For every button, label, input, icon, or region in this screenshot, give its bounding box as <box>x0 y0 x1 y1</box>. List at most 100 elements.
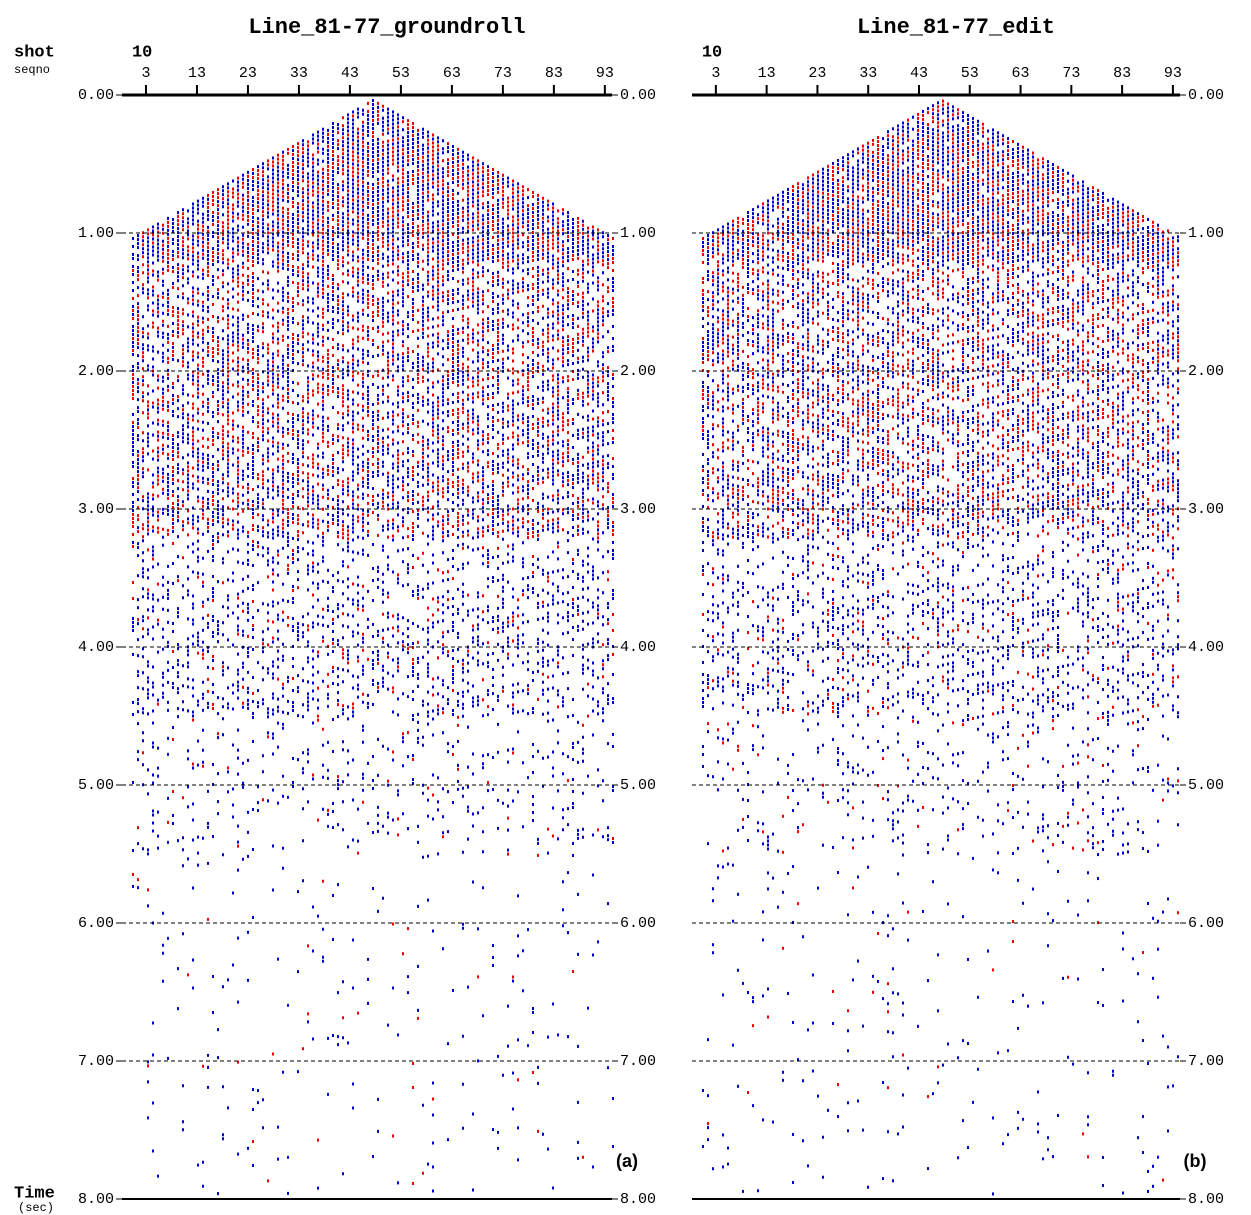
trace-sample <box>177 967 179 970</box>
trace-sample <box>372 623 374 626</box>
trace-sample <box>412 450 414 453</box>
trace-sample <box>387 368 389 371</box>
trace-sample <box>282 471 284 474</box>
trace-sample <box>282 1071 284 1074</box>
trace-sample <box>397 201 399 204</box>
trace-sample <box>347 273 349 276</box>
trace-sample <box>297 174 299 177</box>
trace-sample <box>172 306 174 309</box>
trace-sample <box>177 511 179 514</box>
trace-sample <box>392 255 394 258</box>
trace-sample <box>377 118 379 121</box>
trace-sample <box>412 226 414 229</box>
trace-sample <box>192 619 194 622</box>
trace-sample <box>357 240 359 243</box>
trace-sample <box>297 178 299 181</box>
trace-sample <box>362 597 364 600</box>
trace-sample <box>207 294 209 297</box>
trace-sample <box>157 447 159 450</box>
trace-sample <box>157 767 159 770</box>
trace-sample <box>362 377 364 380</box>
trace-sample <box>302 423 304 426</box>
trace-sample <box>327 393 329 396</box>
trace-sample <box>337 183 339 186</box>
trace-sample <box>257 381 259 384</box>
trace-sample <box>177 1007 179 1010</box>
trace-sample <box>327 161 329 164</box>
trace-sample <box>352 295 354 298</box>
trace-sample <box>402 292 404 295</box>
trace-sample <box>147 588 149 591</box>
trace-sample <box>392 295 394 298</box>
trace-sample <box>172 514 174 517</box>
trace-sample <box>367 234 369 237</box>
trace-sample <box>402 560 404 563</box>
trace-sample <box>402 536 404 539</box>
trace-sample <box>327 149 329 152</box>
trace-sample <box>337 451 339 454</box>
trace-sample <box>187 521 189 524</box>
trace-sample <box>202 229 204 232</box>
trace-sample <box>317 359 319 362</box>
trace-sample <box>317 259 319 262</box>
trace-sample <box>217 376 219 379</box>
trace-sample <box>172 666 174 669</box>
trace-sample <box>277 250 279 253</box>
trace-sample <box>257 193 259 196</box>
trace-sample <box>242 434 244 437</box>
trace-sample <box>177 691 179 694</box>
trace-sample <box>312 194 314 197</box>
trace-sample <box>312 366 314 369</box>
trace-sample <box>192 211 194 214</box>
trace-sample <box>227 474 229 477</box>
trace-sample <box>137 530 139 533</box>
trace-sample <box>287 344 289 347</box>
trace-sample <box>187 509 189 512</box>
trace-sample <box>392 359 394 362</box>
trace-sample <box>292 257 294 260</box>
trace-sample <box>132 437 134 440</box>
trace-sample <box>327 425 329 428</box>
trace-sample <box>177 287 179 290</box>
trace-sample <box>222 373 224 376</box>
trace-sample <box>132 701 134 704</box>
trace-sample <box>132 385 134 388</box>
trace-sample <box>167 217 169 220</box>
trace-sample <box>312 462 314 465</box>
trace-sample <box>307 400 309 403</box>
trace-sample <box>377 190 379 193</box>
trace-sample <box>302 275 304 278</box>
trace-sample <box>312 626 314 629</box>
trace-sample <box>147 348 149 351</box>
trace-sample <box>242 510 244 513</box>
trace-sample <box>202 301 204 304</box>
trace-sample <box>167 597 169 600</box>
trace-sample <box>387 128 389 131</box>
trace-sample <box>402 400 404 403</box>
trace-sample <box>402 196 404 199</box>
trace-sample <box>252 176 254 179</box>
trace-sample <box>287 1156 289 1159</box>
trace-sample <box>392 443 394 446</box>
trace-sample <box>147 768 149 771</box>
trace-sample <box>202 573 204 576</box>
trace-sample <box>362 429 364 432</box>
trace-sample <box>387 256 389 259</box>
trace-sample <box>382 529 384 532</box>
trace-sample <box>382 149 384 152</box>
trace-sample <box>302 1047 304 1050</box>
trace-sample <box>397 249 399 252</box>
trace-sample <box>302 163 304 166</box>
trace-sample <box>412 754 414 757</box>
trace-sample <box>192 263 194 266</box>
trace-sample <box>357 188 359 191</box>
trace-sample <box>387 452 389 455</box>
trace-sample <box>287 444 289 447</box>
trace-sample <box>282 775 284 778</box>
trace-sample <box>367 978 369 981</box>
trace-sample <box>177 535 179 538</box>
trace-sample <box>297 286 299 289</box>
trace-sample <box>367 330 369 333</box>
trace-sample <box>252 196 254 199</box>
trace-sample <box>132 349 134 352</box>
